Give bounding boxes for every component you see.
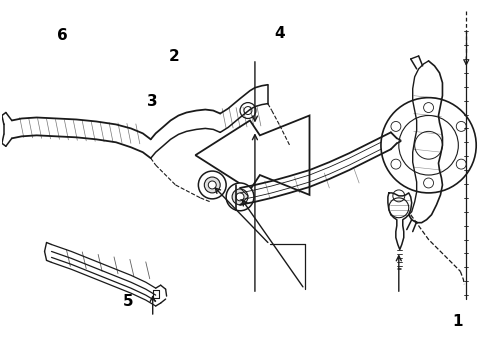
Circle shape <box>226 183 254 211</box>
Text: 1: 1 <box>453 314 463 329</box>
Text: 4: 4 <box>275 26 285 41</box>
Text: 5: 5 <box>123 294 134 309</box>
Text: 6: 6 <box>57 28 68 43</box>
Text: 2: 2 <box>169 49 180 64</box>
Circle shape <box>240 103 256 118</box>
Text: 3: 3 <box>147 94 158 109</box>
Circle shape <box>232 189 248 205</box>
Circle shape <box>204 177 220 193</box>
Circle shape <box>236 193 244 201</box>
Circle shape <box>208 181 216 189</box>
Circle shape <box>198 171 226 199</box>
